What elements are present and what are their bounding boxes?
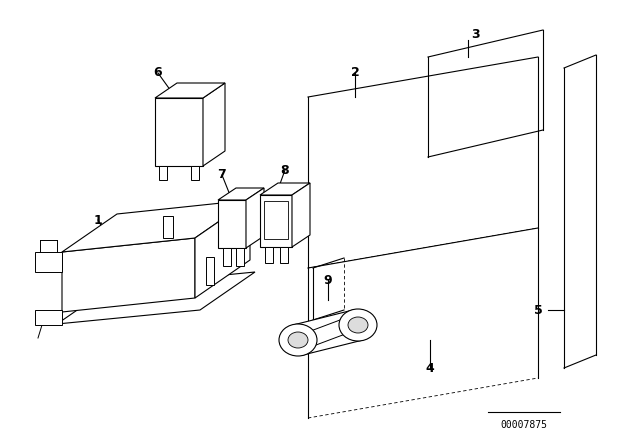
Polygon shape	[206, 257, 214, 285]
Polygon shape	[191, 166, 199, 180]
Text: 00007875: 00007875	[500, 420, 547, 430]
Text: 3: 3	[470, 29, 479, 42]
Polygon shape	[62, 238, 195, 312]
Polygon shape	[260, 195, 292, 247]
Polygon shape	[236, 248, 244, 266]
Polygon shape	[155, 83, 225, 98]
Polygon shape	[195, 200, 250, 298]
Polygon shape	[308, 57, 538, 268]
Polygon shape	[155, 98, 203, 166]
Text: 6: 6	[154, 66, 163, 79]
Text: 7: 7	[218, 168, 227, 181]
Polygon shape	[35, 310, 62, 325]
Text: 1: 1	[93, 214, 102, 227]
Polygon shape	[223, 248, 231, 266]
Text: 5: 5	[534, 303, 542, 316]
Ellipse shape	[288, 332, 308, 348]
Text: 2: 2	[351, 65, 360, 78]
Polygon shape	[218, 188, 264, 200]
Polygon shape	[246, 188, 264, 248]
Polygon shape	[203, 83, 225, 166]
Polygon shape	[62, 200, 250, 252]
Polygon shape	[428, 30, 543, 157]
Polygon shape	[265, 247, 273, 263]
Ellipse shape	[348, 317, 368, 333]
Polygon shape	[264, 201, 288, 239]
Polygon shape	[564, 55, 596, 368]
Ellipse shape	[339, 309, 377, 341]
Polygon shape	[308, 317, 348, 348]
Text: 8: 8	[281, 164, 289, 177]
Ellipse shape	[279, 324, 317, 356]
Polygon shape	[260, 183, 310, 195]
Polygon shape	[163, 216, 173, 238]
Text: 4: 4	[426, 362, 435, 375]
Polygon shape	[35, 252, 62, 272]
Text: 9: 9	[324, 273, 332, 287]
Polygon shape	[218, 200, 246, 248]
Polygon shape	[280, 247, 288, 263]
Polygon shape	[308, 228, 538, 418]
Polygon shape	[57, 272, 255, 324]
Polygon shape	[293, 310, 363, 355]
Polygon shape	[292, 183, 310, 247]
Polygon shape	[159, 166, 167, 180]
